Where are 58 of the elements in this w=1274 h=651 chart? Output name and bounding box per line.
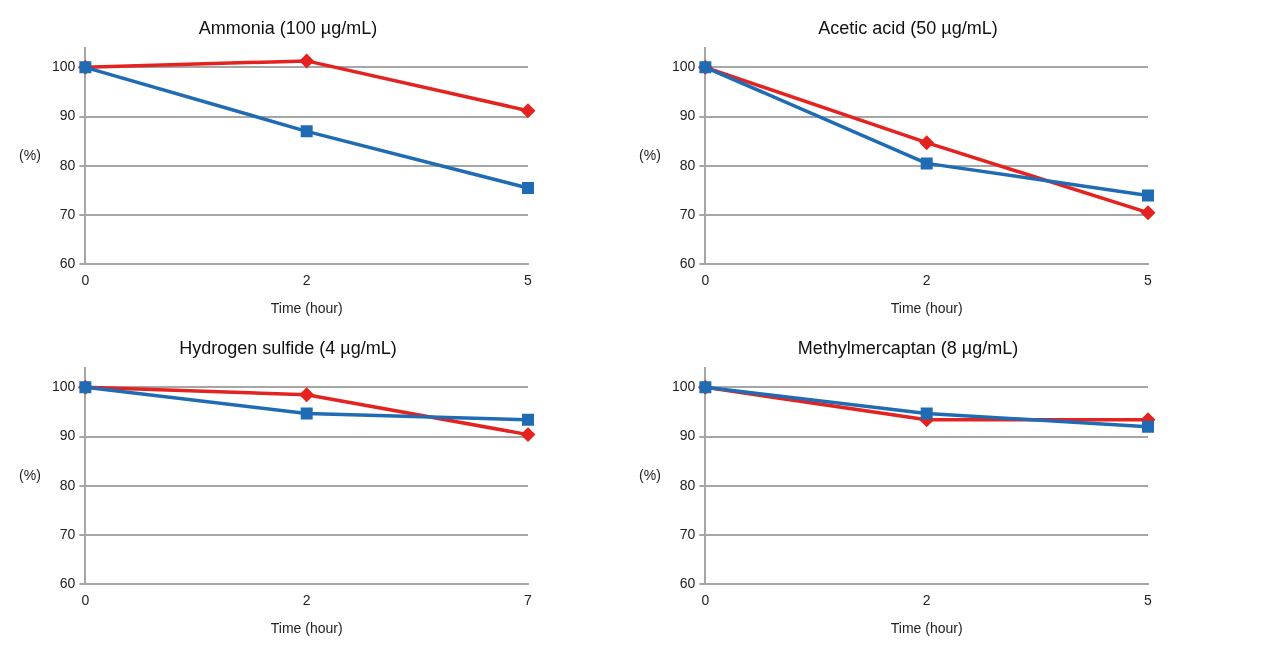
y-tick-label: 60 — [679, 255, 696, 272]
y-tick-label: 60 — [59, 255, 76, 272]
y-tick-label: 100 — [52, 378, 76, 395]
y-tick-label: 80 — [679, 476, 696, 493]
y-tick-label: 60 — [59, 575, 76, 592]
x-tick-label: 2 — [922, 591, 931, 608]
y-tick-label: 100 — [672, 58, 696, 75]
y-axis-title: (%) — [639, 466, 661, 483]
y-tick-label: 80 — [679, 156, 696, 173]
chart-title: Hydrogen sulfide (4 µg/mL) — [179, 337, 397, 358]
point — [299, 54, 314, 68]
y-tick-label: 70 — [679, 205, 696, 222]
y-tick-label: 100 — [52, 58, 76, 75]
point — [920, 157, 933, 170]
x-tick-label: 0 — [81, 271, 90, 288]
point — [521, 427, 535, 442]
x-axis-title: Time (hour) — [270, 620, 343, 637]
x-tick-label: 2 — [302, 591, 311, 608]
y-tick-label: 80 — [59, 156, 76, 173]
point — [522, 182, 534, 195]
y-tick-label: 90 — [59, 107, 76, 124]
point — [521, 103, 535, 118]
x-tick-label: 0 — [701, 591, 710, 608]
point — [920, 407, 933, 420]
y-tick-label: 60 — [679, 575, 696, 592]
x-tick-label: 7 — [524, 591, 533, 608]
x-tick-label: 5 — [1144, 271, 1153, 288]
x-tick-label: 0 — [701, 271, 710, 288]
point — [1141, 205, 1155, 220]
chart-title: Acetic acid (50 µg/mL) — [818, 17, 998, 38]
y-tick-label: 70 — [679, 525, 696, 542]
point — [300, 125, 313, 138]
x-tick-label: 5 — [524, 271, 533, 288]
chart-title: Methylmercaptan (8 µg/mL) — [797, 337, 1019, 358]
y-tick-label: 90 — [679, 427, 696, 444]
point — [522, 413, 534, 426]
x-tick-label: 0 — [81, 591, 90, 608]
y-axis-title: (%) — [639, 146, 661, 163]
point — [1142, 189, 1154, 202]
y-tick-label: 90 — [59, 427, 76, 444]
x-axis-title: Time (hour) — [890, 300, 963, 317]
x-tick-label: 2 — [922, 271, 931, 288]
chart-title: Ammonia (100 µg/mL) — [198, 17, 378, 38]
y-tick-label: 100 — [672, 378, 696, 395]
x-tick-label: 5 — [1144, 591, 1153, 608]
x-axis-title: Time (hour) — [270, 300, 343, 317]
point — [299, 387, 314, 402]
y-tick-label: 80 — [59, 476, 76, 493]
point — [1142, 420, 1154, 433]
y-tick-label: 90 — [679, 107, 696, 124]
y-axis-title: (%) — [19, 146, 41, 163]
y-axis-title: (%) — [19, 466, 41, 483]
y-tick-label: 70 — [59, 525, 76, 542]
x-tick-label: 2 — [302, 271, 311, 288]
y-tick-label: 70 — [59, 205, 76, 222]
point — [919, 135, 934, 150]
x-axis-title: Time (hour) — [890, 620, 963, 637]
point — [300, 407, 313, 420]
